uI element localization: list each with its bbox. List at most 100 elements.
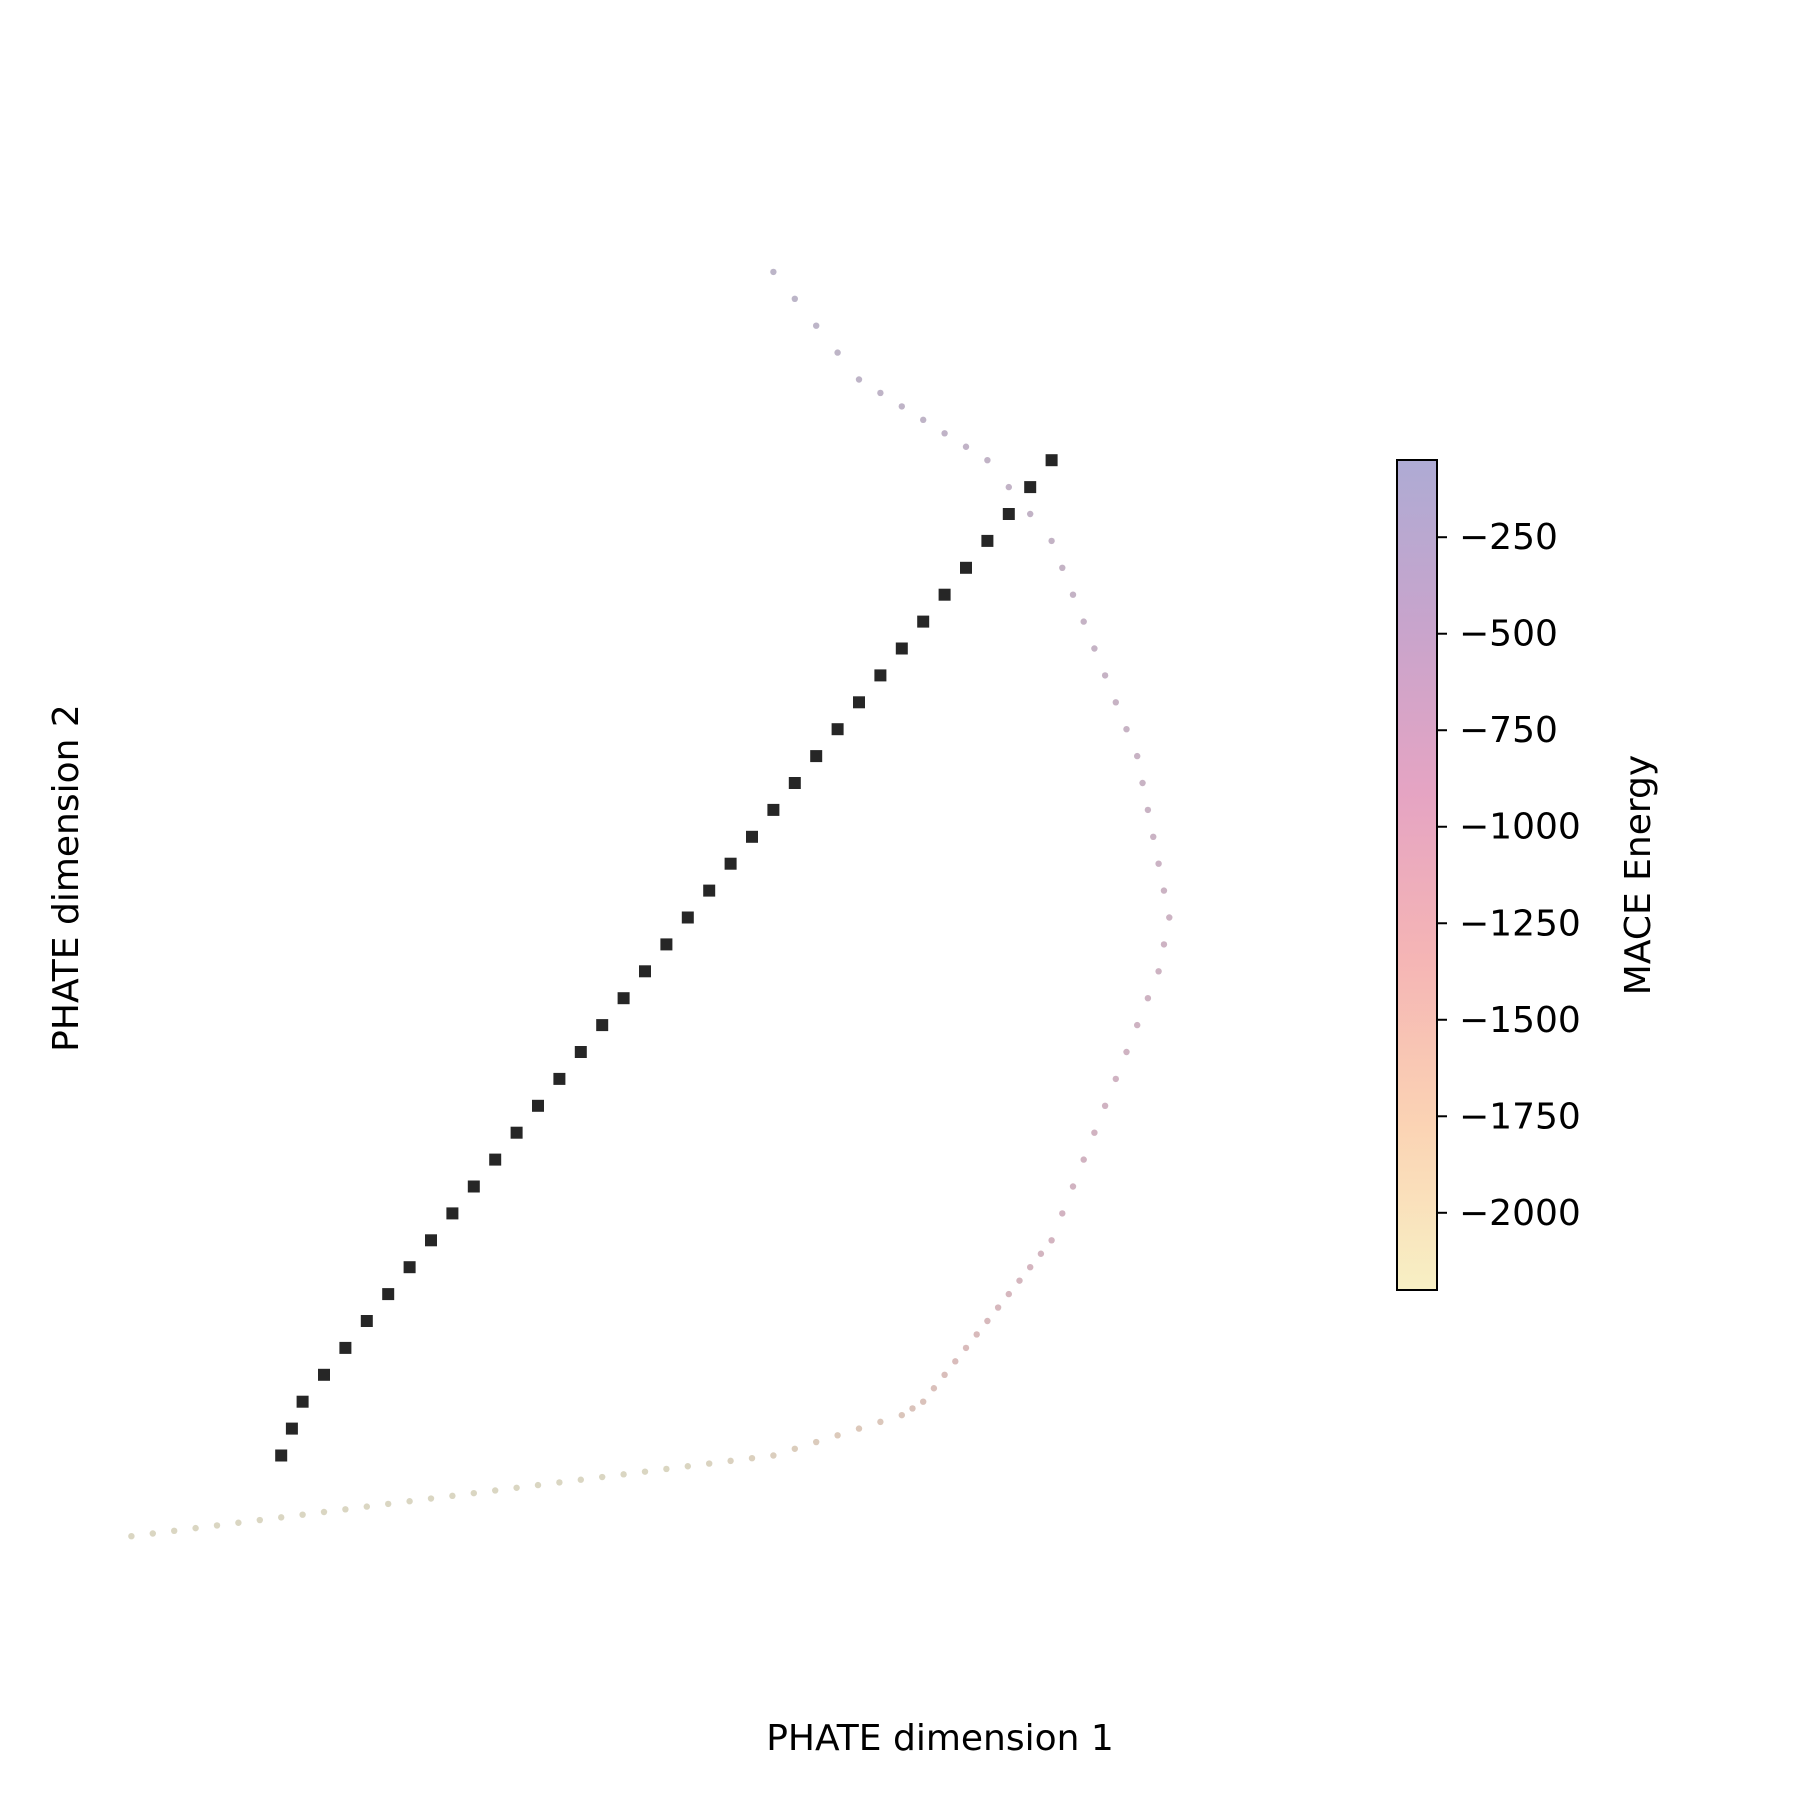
highlight-square bbox=[810, 750, 823, 763]
scatter-point bbox=[406, 1498, 413, 1505]
scatter-point bbox=[599, 1473, 606, 1481]
scatter-point bbox=[684, 1463, 691, 1470]
scatter-point bbox=[834, 1432, 841, 1439]
scatter-point bbox=[973, 1331, 980, 1338]
scatter-point bbox=[1005, 483, 1012, 491]
highlight-square bbox=[1002, 508, 1015, 520]
scatter-point bbox=[1166, 914, 1173, 921]
highlight-square bbox=[510, 1126, 523, 1139]
scatter-point bbox=[952, 1358, 959, 1365]
scatter-point bbox=[706, 1460, 713, 1467]
scatter-point bbox=[1101, 672, 1109, 679]
highlight-square bbox=[660, 938, 673, 951]
scatter-point bbox=[577, 1476, 584, 1483]
scatter-point bbox=[1091, 1129, 1098, 1136]
highlight-square bbox=[596, 1019, 609, 1032]
highlight-square bbox=[831, 723, 844, 736]
scatter-point bbox=[492, 1487, 499, 1494]
scatter-point bbox=[994, 1304, 1002, 1311]
scatter-point bbox=[791, 1445, 798, 1452]
scatter-point bbox=[1005, 1290, 1012, 1298]
highlight-square bbox=[681, 911, 694, 924]
scatter-point bbox=[363, 1503, 370, 1510]
scatter-point bbox=[909, 1405, 916, 1412]
scatter-point bbox=[620, 1471, 627, 1478]
scatter-point bbox=[920, 1398, 927, 1405]
scatter-point bbox=[1027, 1264, 1034, 1271]
scatter-point bbox=[984, 457, 991, 464]
scatter-point bbox=[1059, 1210, 1066, 1217]
scatter-point bbox=[834, 349, 841, 356]
highlight-square bbox=[285, 1422, 298, 1435]
scatter-point bbox=[449, 1492, 456, 1500]
scatter-point bbox=[727, 1457, 734, 1465]
scatter-point bbox=[1059, 564, 1066, 571]
highlight-square bbox=[446, 1207, 459, 1220]
scatter-point bbox=[427, 1495, 435, 1502]
colorbar: −250 −500 −750 −1000 −1250 −1500 −1750 −2000 MA… bbox=[1396, 459, 1659, 1291]
highlight-square bbox=[724, 857, 737, 870]
colorbar-tick-label: −500 bbox=[1459, 614, 1558, 655]
scatter-point bbox=[149, 1530, 156, 1537]
scatter-point bbox=[1144, 806, 1152, 814]
colorbar-label: MACE Energy bbox=[1618, 755, 1659, 995]
scatter-point bbox=[1155, 968, 1162, 975]
colorbar-tick-label: −250 bbox=[1459, 517, 1558, 558]
scatter-point bbox=[1150, 833, 1157, 840]
scatter-point bbox=[235, 1519, 242, 1526]
scatter-point bbox=[470, 1489, 477, 1497]
colorbar-ticks: −250 −500 −750 −1000 −1250 −1500 −1750 −2000 bbox=[1437, 517, 1581, 1234]
scatter-point bbox=[1069, 591, 1077, 598]
highlight-square bbox=[467, 1180, 480, 1193]
highlight-square bbox=[296, 1395, 309, 1408]
scatter-points bbox=[128, 268, 1173, 1540]
highlight-square bbox=[960, 561, 972, 574]
x-axis-label: PHATE dimension 1 bbox=[766, 1718, 1114, 1759]
scatter-point bbox=[770, 1452, 777, 1459]
highlight-square bbox=[339, 1341, 352, 1354]
highlight-square bbox=[382, 1288, 395, 1301]
scatter-point bbox=[556, 1479, 563, 1486]
scatter-point bbox=[663, 1465, 670, 1473]
highlight-square bbox=[532, 1099, 544, 1112]
scatter-point bbox=[930, 1385, 938, 1392]
scatter-point bbox=[984, 1317, 991, 1325]
scatter-point bbox=[128, 1533, 135, 1540]
scatter-point bbox=[1160, 887, 1168, 894]
scatter-point bbox=[342, 1506, 349, 1513]
scatter-point bbox=[920, 416, 927, 424]
scatter-point bbox=[877, 389, 884, 397]
scatter-point bbox=[278, 1514, 285, 1521]
highlight-square bbox=[981, 534, 994, 547]
scatter-point bbox=[1048, 537, 1055, 545]
scatter-point bbox=[1134, 1021, 1141, 1029]
scatter-point bbox=[1160, 941, 1168, 948]
scatter-point bbox=[513, 1484, 520, 1491]
scatter-point bbox=[1134, 752, 1141, 760]
scatter-point bbox=[941, 1371, 948, 1379]
scatter-point bbox=[1037, 1250, 1045, 1257]
scatter-point bbox=[898, 403, 905, 410]
highlight-square bbox=[895, 642, 908, 655]
scatter-point bbox=[1123, 1048, 1130, 1056]
scatter-point bbox=[1048, 1237, 1055, 1244]
colorbar-tick-label: −1250 bbox=[1459, 903, 1581, 944]
highlight-square bbox=[788, 777, 801, 789]
highlight-square bbox=[1045, 454, 1058, 467]
scatter-point bbox=[1123, 726, 1130, 733]
highlight-square bbox=[574, 1046, 587, 1058]
scatter-point bbox=[1139, 779, 1146, 787]
scatter-point bbox=[1144, 995, 1152, 1002]
colorbar-tick-label: −1500 bbox=[1459, 1000, 1581, 1041]
scatter-point bbox=[941, 430, 948, 437]
scatter-point bbox=[898, 1411, 905, 1419]
scatter-point bbox=[1069, 1183, 1077, 1190]
highlight-squares bbox=[275, 454, 1058, 1462]
scatter-point bbox=[299, 1511, 306, 1518]
highlight-square bbox=[403, 1261, 416, 1274]
colorbar-tick-label: −1750 bbox=[1459, 1096, 1581, 1137]
highlight-square bbox=[746, 830, 758, 843]
colorbar-tick-label: −750 bbox=[1459, 710, 1558, 751]
highlight-square bbox=[703, 884, 716, 897]
